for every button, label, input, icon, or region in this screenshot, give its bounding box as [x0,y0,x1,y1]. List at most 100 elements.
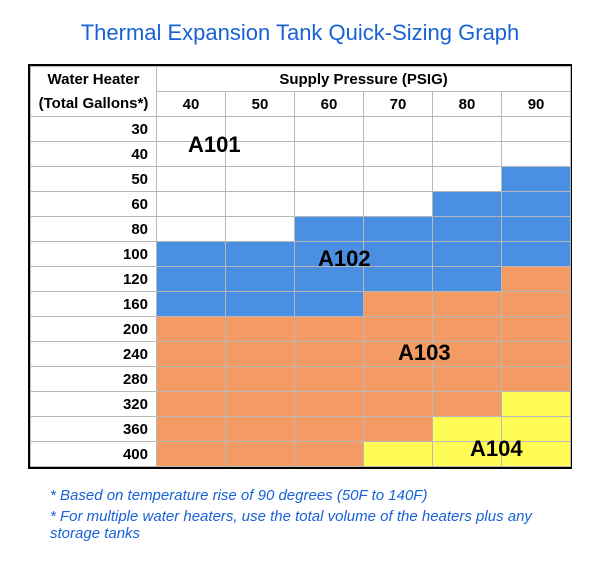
grid-cell [364,217,433,242]
grid-cell [433,367,502,392]
grid-cell [157,392,226,417]
grid-cell [157,317,226,342]
chart-title: Thermal Expansion Tank Quick-Sizing Grap… [20,20,580,46]
water-heater-header-2: (Total Gallons*) [31,92,157,117]
grid-cell [364,242,433,267]
grid-cell [364,342,433,367]
grid-cell [364,167,433,192]
grid-cell [226,142,295,167]
grid-cell [502,417,571,442]
grid-cell [226,417,295,442]
sizing-table: Water Heater Supply Pressure (PSIG) (Tot… [30,66,571,467]
grid-cell [295,242,364,267]
row-label: 240 [31,342,157,367]
grid-cell [295,192,364,217]
row-label: 80 [31,217,157,242]
grid-cell [157,442,226,467]
grid-cell [295,367,364,392]
grid-cell [364,317,433,342]
grid-cell [226,392,295,417]
row-label: 100 [31,242,157,267]
grid-cell [226,342,295,367]
grid-cell [226,217,295,242]
grid-cell [502,267,571,292]
grid-cell [433,267,502,292]
water-heater-header-1: Water Heater [31,67,157,92]
grid-cell [157,167,226,192]
grid-cell [433,167,502,192]
row-label: 30 [31,117,157,142]
grid-cell [433,117,502,142]
row-label: 120 [31,267,157,292]
grid-cell [226,267,295,292]
grid-cell [364,417,433,442]
grid-cell [364,142,433,167]
grid-cell [502,442,571,467]
grid-cell [502,292,571,317]
psig-col-1: 50 [226,92,295,117]
grid-cell [502,242,571,267]
grid-cell [157,192,226,217]
psig-col-4: 80 [433,92,502,117]
grid-cell [295,267,364,292]
grid-cell [364,117,433,142]
grid-cell [295,292,364,317]
grid-cell [295,217,364,242]
psig-col-0: 40 [157,92,226,117]
grid-cell [364,292,433,317]
grid-cell [157,267,226,292]
row-label: 360 [31,417,157,442]
footnote-1: * Based on temperature rise of 90 degree… [50,487,570,504]
grid-cell [502,392,571,417]
grid-cell [157,367,226,392]
psig-col-5: 90 [502,92,571,117]
grid-cell [295,142,364,167]
supply-pressure-header: Supply Pressure (PSIG) [157,67,571,92]
grid-cell [157,142,226,167]
grid-cell [502,192,571,217]
grid-cell [364,367,433,392]
row-label: 280 [31,367,157,392]
grid-cell [502,317,571,342]
footnote-2: * For multiple water heaters, use the to… [50,508,570,542]
grid-cell [433,217,502,242]
grid-cell [226,292,295,317]
grid-cell [157,292,226,317]
grid-cell [295,442,364,467]
row-label: 320 [31,392,157,417]
grid-cell [157,217,226,242]
grid-cell [226,192,295,217]
grid-cell [502,217,571,242]
row-label: 160 [31,292,157,317]
grid-cell [433,442,502,467]
row-label: 400 [31,442,157,467]
grid-cell [295,117,364,142]
grid-cell [226,117,295,142]
grid-cell [433,292,502,317]
grid-cell [295,392,364,417]
grid-cell [502,342,571,367]
grid-cell [295,342,364,367]
row-label: 200 [31,317,157,342]
grid-cell [502,167,571,192]
row-label: 60 [31,192,157,217]
grid-cell [226,367,295,392]
grid-cell [502,117,571,142]
grid-cell [433,192,502,217]
grid-cell [295,167,364,192]
grid-cell [433,142,502,167]
grid-cell [364,392,433,417]
grid-cell [433,417,502,442]
grid-cell [364,442,433,467]
grid-cell [226,242,295,267]
grid-cell [226,442,295,467]
grid-cell [433,242,502,267]
grid-cell [226,317,295,342]
grid-cell [433,317,502,342]
grid-cell [295,317,364,342]
grid-cell [502,142,571,167]
row-label: 50 [31,167,157,192]
grid-cell [226,167,295,192]
grid-cell [433,342,502,367]
sizing-chart: Water Heater Supply Pressure (PSIG) (Tot… [28,64,572,469]
